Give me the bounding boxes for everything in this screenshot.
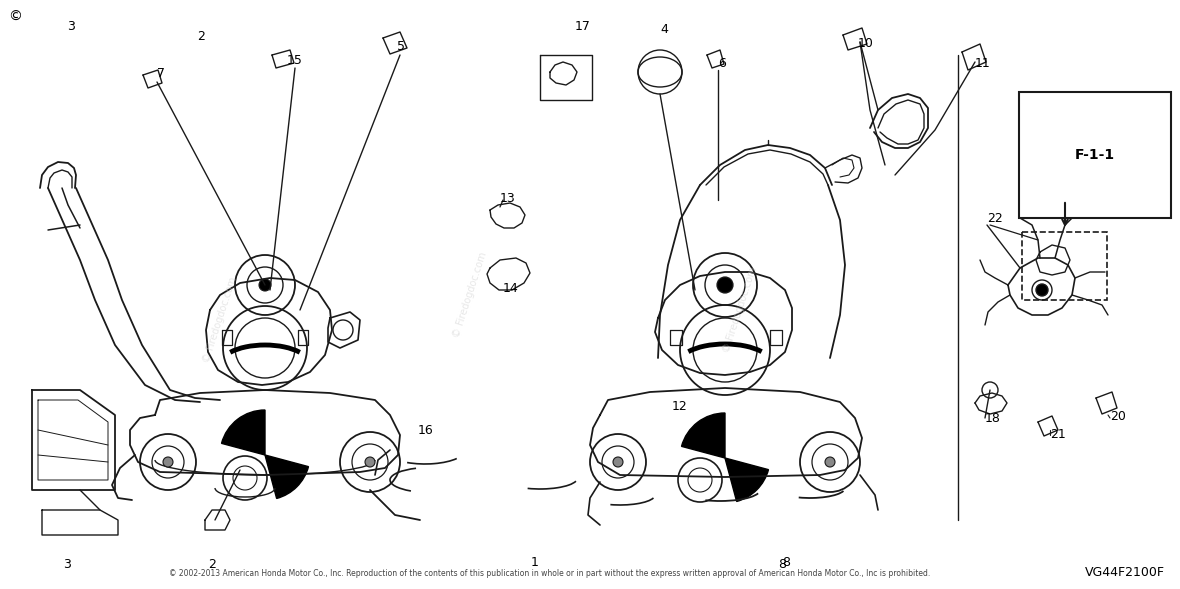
Text: 13: 13 — [500, 191, 516, 204]
Bar — [1022, 232, 1107, 300]
Text: 8: 8 — [778, 558, 786, 571]
Text: ©: © — [8, 10, 22, 24]
Text: 4: 4 — [660, 22, 668, 35]
Circle shape — [1036, 284, 1048, 296]
Wedge shape — [725, 458, 768, 501]
Text: 20: 20 — [1110, 409, 1126, 422]
Text: 7: 7 — [157, 67, 165, 80]
Wedge shape — [222, 410, 266, 455]
Text: 1: 1 — [531, 557, 539, 570]
Text: 14: 14 — [503, 282, 519, 294]
Text: VG44F2100F: VG44F2100F — [1084, 565, 1165, 578]
Text: 21: 21 — [1050, 429, 1066, 442]
Text: 12: 12 — [671, 399, 688, 412]
Text: © Firedogdoc.com: © Firedogdoc.com — [452, 251, 489, 339]
Circle shape — [717, 277, 733, 293]
Text: 18: 18 — [985, 412, 1001, 425]
Text: 8: 8 — [782, 557, 789, 570]
Text: 17: 17 — [575, 19, 591, 32]
Text: © Firedogdoc.com: © Firedogdoc.com — [721, 266, 759, 354]
Circle shape — [258, 279, 271, 291]
Text: 2: 2 — [208, 558, 216, 571]
Text: 6: 6 — [717, 57, 726, 70]
Circle shape — [825, 457, 835, 467]
Text: 3: 3 — [63, 558, 71, 571]
Circle shape — [365, 457, 375, 467]
Wedge shape — [266, 455, 308, 498]
Text: 3: 3 — [67, 19, 74, 32]
Wedge shape — [682, 413, 725, 458]
Text: 10: 10 — [858, 37, 874, 49]
Text: 5: 5 — [396, 39, 405, 52]
Text: 2: 2 — [197, 29, 205, 42]
Text: F-1-1: F-1-1 — [1075, 148, 1115, 162]
Text: 16: 16 — [418, 423, 434, 436]
Text: 22: 22 — [986, 211, 1003, 224]
Circle shape — [612, 457, 623, 467]
Text: © Firedogdoc.com: © Firedogdoc.com — [202, 276, 238, 364]
Text: 11: 11 — [975, 57, 991, 70]
Circle shape — [163, 457, 173, 467]
Text: © 2002-2013 American Honda Motor Co., Inc. Reproduction of the contents of this : © 2002-2013 American Honda Motor Co., In… — [170, 570, 931, 578]
Text: 15: 15 — [287, 54, 303, 67]
